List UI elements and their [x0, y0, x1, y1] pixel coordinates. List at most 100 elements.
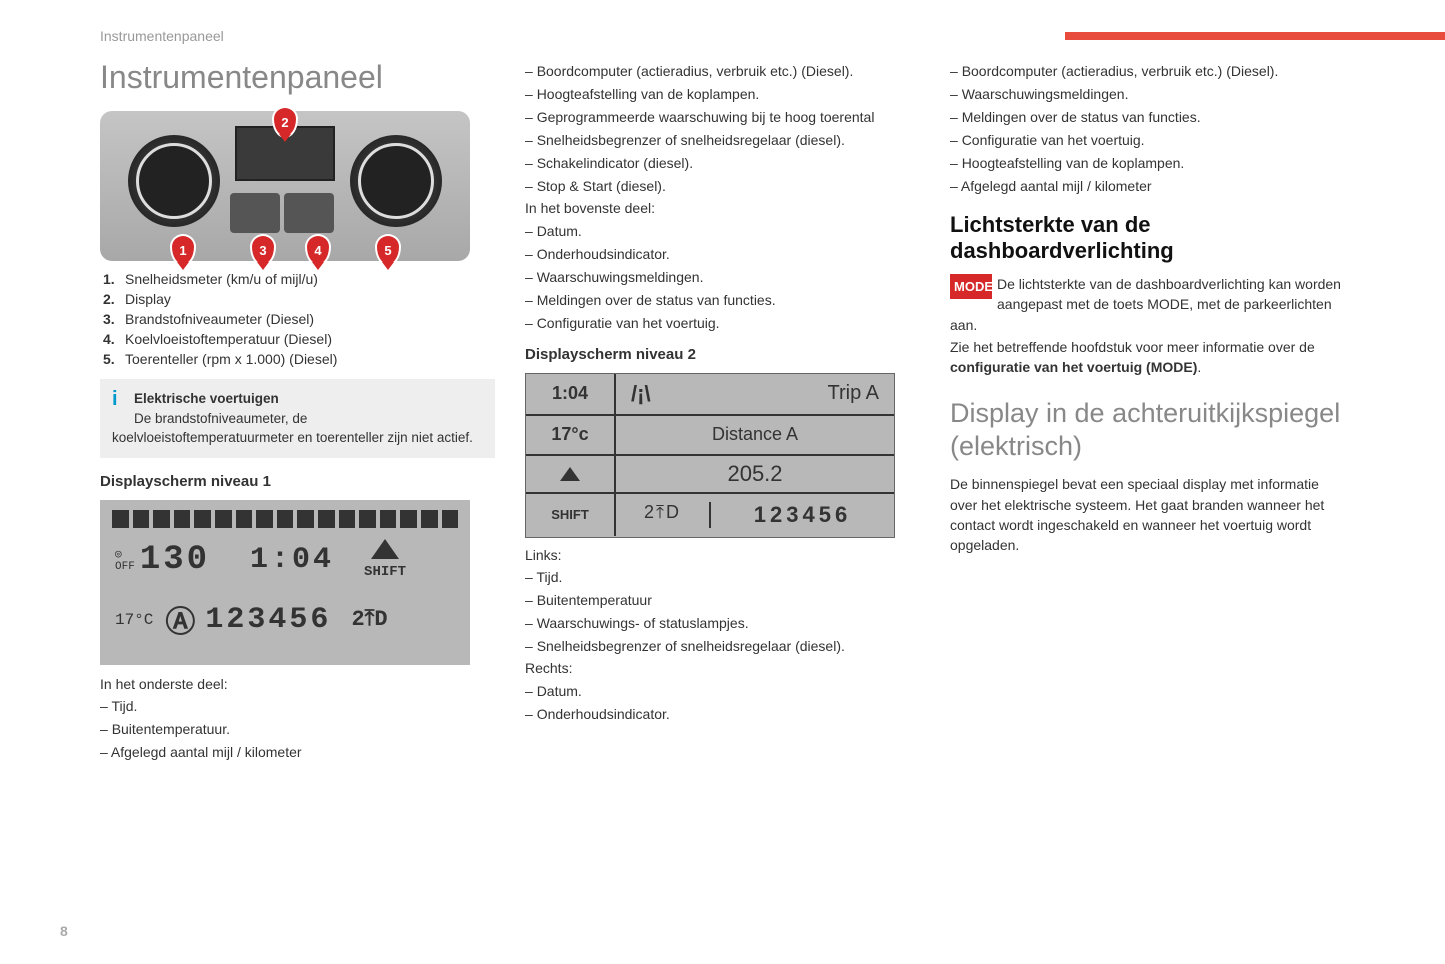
display-level-2-illustration: 1:04 /¡\ Trip A 17°c Distance A 205.2 SH… [525, 373, 895, 538]
content-columns: Instrumentenpaneel 2 1 3 4 5 1.Snelheids… [0, 44, 1445, 765]
section-heading-display2: Displayscherm niveau 2 [525, 346, 920, 363]
info-body: De brandstofniveaumeter, de koelvloeisto… [112, 411, 473, 446]
column-2: Boordcomputer (actieradius, verbruik etc… [525, 59, 920, 765]
list-item: Schakelindicator (diesel). [525, 153, 920, 174]
list-item: Hoogteafstelling van de koplampen. [950, 153, 1345, 174]
chapter-label: Instrumentenpaneel [100, 28, 224, 44]
speedometer-gauge [128, 135, 220, 227]
display1-odo: 123456 [205, 603, 331, 637]
display2-row2: 17°c Distance A [526, 416, 894, 456]
display1-top-bars [100, 500, 470, 530]
shift-up-arrow-icon [560, 467, 580, 481]
instrument-cluster-illustration: 2 1 3 4 5 [100, 111, 470, 261]
list-item: Datum. [525, 681, 920, 702]
small-gauges [230, 193, 334, 233]
shift-up-arrow-icon [371, 539, 399, 559]
display1-gear: 2⤒D [351, 607, 387, 632]
list-item: Afgelegd aantal mijl / kilometer [100, 742, 495, 763]
list-item: Meldingen over de status van functies. [525, 290, 920, 311]
display2-row3: 205.2 [526, 456, 894, 494]
upper-section-label: In het bovenste deel: [525, 199, 920, 219]
left-section-label: Links: [525, 546, 920, 566]
mode-text-1: De lichtsterkte van de dashboardverlicht… [950, 276, 1341, 333]
cruise-off-icon: ◎OFF [115, 547, 135, 573]
marker-5: 5 [375, 234, 401, 266]
legend-item: 4.Koelvloeistoftemperatuur (Diesel) [103, 331, 495, 347]
col3-top-list: Boordcomputer (actieradius, verbruik etc… [950, 61, 1345, 197]
display2-row1-right: /¡\ Trip A [616, 374, 894, 414]
shift-indicator: SHIFT [364, 539, 406, 580]
list-item: Buitentemperatuur. [100, 719, 495, 740]
legend-item: 5.Toerenteller (rpm x 1.000) (Diesel) [103, 351, 495, 367]
display1-temp: 17°C [115, 611, 153, 629]
mode-paragraph-2: Zie het betreffende hoofdstuk voor meer … [950, 337, 1345, 378]
list-item: Onderhoudsindicator. [525, 704, 920, 725]
info-title: Elektrische voertuigen [134, 391, 279, 406]
cluster-legend: 1.Snelheidsmeter (km/u of mijl/u) 2.Disp… [103, 271, 495, 367]
display2-bottom-right: 2⤒D 123456 [616, 494, 894, 536]
bottom-section-label: In het onderste deel: [100, 675, 495, 695]
list-item: Boordcomputer (actieradius, verbruik etc… [950, 61, 1345, 82]
marker-1: 1 [170, 234, 196, 266]
page-title: Instrumentenpaneel [100, 59, 495, 96]
right-items-list: Datum. Onderhoudsindicator. [525, 681, 920, 725]
trip-label: Trip A [828, 382, 880, 405]
legend-item: 3.Brandstofniveaumeter (Diesel) [103, 311, 495, 327]
fuel-gauge [230, 193, 280, 233]
mode-button-icon: MODE [950, 274, 992, 299]
display1-row1: ◎OFF 130 1:04 SHIFT [100, 530, 470, 590]
list-item: Afgelegd aantal mijl / kilometer [950, 176, 1345, 197]
display2-row1: 1:04 /¡\ Trip A [526, 374, 894, 416]
list-item: Waarschuwingsmeldingen. [525, 267, 920, 288]
page-number: 8 [60, 923, 68, 939]
distance-label: Distance A [616, 416, 894, 454]
list-item: Stop & Start (diesel). [525, 176, 920, 197]
list-item: Tijd. [100, 696, 495, 717]
list-item: Datum. [525, 221, 920, 242]
list-item: Boordcomputer (actieradius, verbruik etc… [525, 61, 920, 82]
list-item: Snelheidsbegrenzer of snelheidsregelaar … [525, 636, 920, 657]
display1-speed: 130 [140, 541, 210, 579]
mirror-display-para: De binnenspiegel bevat een speciaal disp… [950, 474, 1345, 555]
display2-gear: 2⤒D [616, 502, 711, 528]
page-header: Instrumentenpaneel [0, 0, 1445, 44]
header-accent-bar [1065, 32, 1445, 40]
warning-icon: /¡\ [631, 381, 651, 407]
marker-3: 3 [250, 234, 276, 266]
right-section-label: Rechts: [525, 659, 920, 679]
section-heading-display1: Displayscherm niveau 1 [100, 473, 495, 490]
display1-time: 1:04 [250, 543, 334, 577]
legend-item: 2.Display [103, 291, 495, 307]
bottom-items-list: Tijd. Buitentemperatuur. Afgelegd aantal… [100, 696, 495, 763]
display-level-1-illustration: ◎OFF 130 1:04 SHIFT 17°C Ⓐ 123456 2⤒D [100, 500, 470, 665]
info-box-ev: i Elektrische voertuigen De brandstofniv… [100, 379, 495, 458]
list-item: Tijd. [525, 567, 920, 588]
list-item: Onderhoudsindicator. [525, 244, 920, 265]
heading-brightness: Lichtsterkte van de dashboardverlichting [950, 212, 1345, 264]
list-item: Buitentemperatuur [525, 590, 920, 611]
list-item: Configuratie van het voertuig. [525, 313, 920, 334]
upper-items-list: Datum. Onderhoudsindicator. Waarschuwing… [525, 221, 920, 334]
temp-gauge [284, 193, 334, 233]
distance-value: 205.2 [616, 456, 894, 492]
left-items-list: Tijd. Buitentemperatuur Waarschuwings- o… [525, 567, 920, 657]
legend-item: 1.Snelheidsmeter (km/u of mijl/u) [103, 271, 495, 287]
list-item: Snelheidsbegrenzer of snelheidsregelaar … [525, 130, 920, 151]
column-3: Boordcomputer (actieradius, verbruik etc… [950, 59, 1345, 765]
display2-temp: 17°c [526, 416, 616, 454]
display2-odo: 123456 [711, 502, 894, 528]
list-item: Geprogrammeerde waarschuwing bij te hoog… [525, 107, 920, 128]
list-item: Waarschuwingsmeldingen. [950, 84, 1345, 105]
shift-text-label: SHIFT [526, 494, 616, 536]
heading-mirror-display: Display in de achteruitkijkspiegel (elek… [950, 397, 1345, 462]
tachometer-gauge [350, 135, 442, 227]
list-item: Hoogteafstelling van de koplampen. [525, 84, 920, 105]
marker-4: 4 [305, 234, 331, 266]
list-item: Meldingen over de status van functies. [950, 107, 1345, 128]
list-item: Configuratie van het voertuig. [950, 130, 1345, 151]
display2-time: 1:04 [526, 374, 616, 414]
auto-icon: Ⓐ [165, 597, 195, 642]
list-item: Waarschuwings- of statuslampjes. [525, 613, 920, 634]
col2-top-list: Boordcomputer (actieradius, verbruik etc… [525, 61, 920, 197]
info-icon: i [112, 389, 126, 409]
